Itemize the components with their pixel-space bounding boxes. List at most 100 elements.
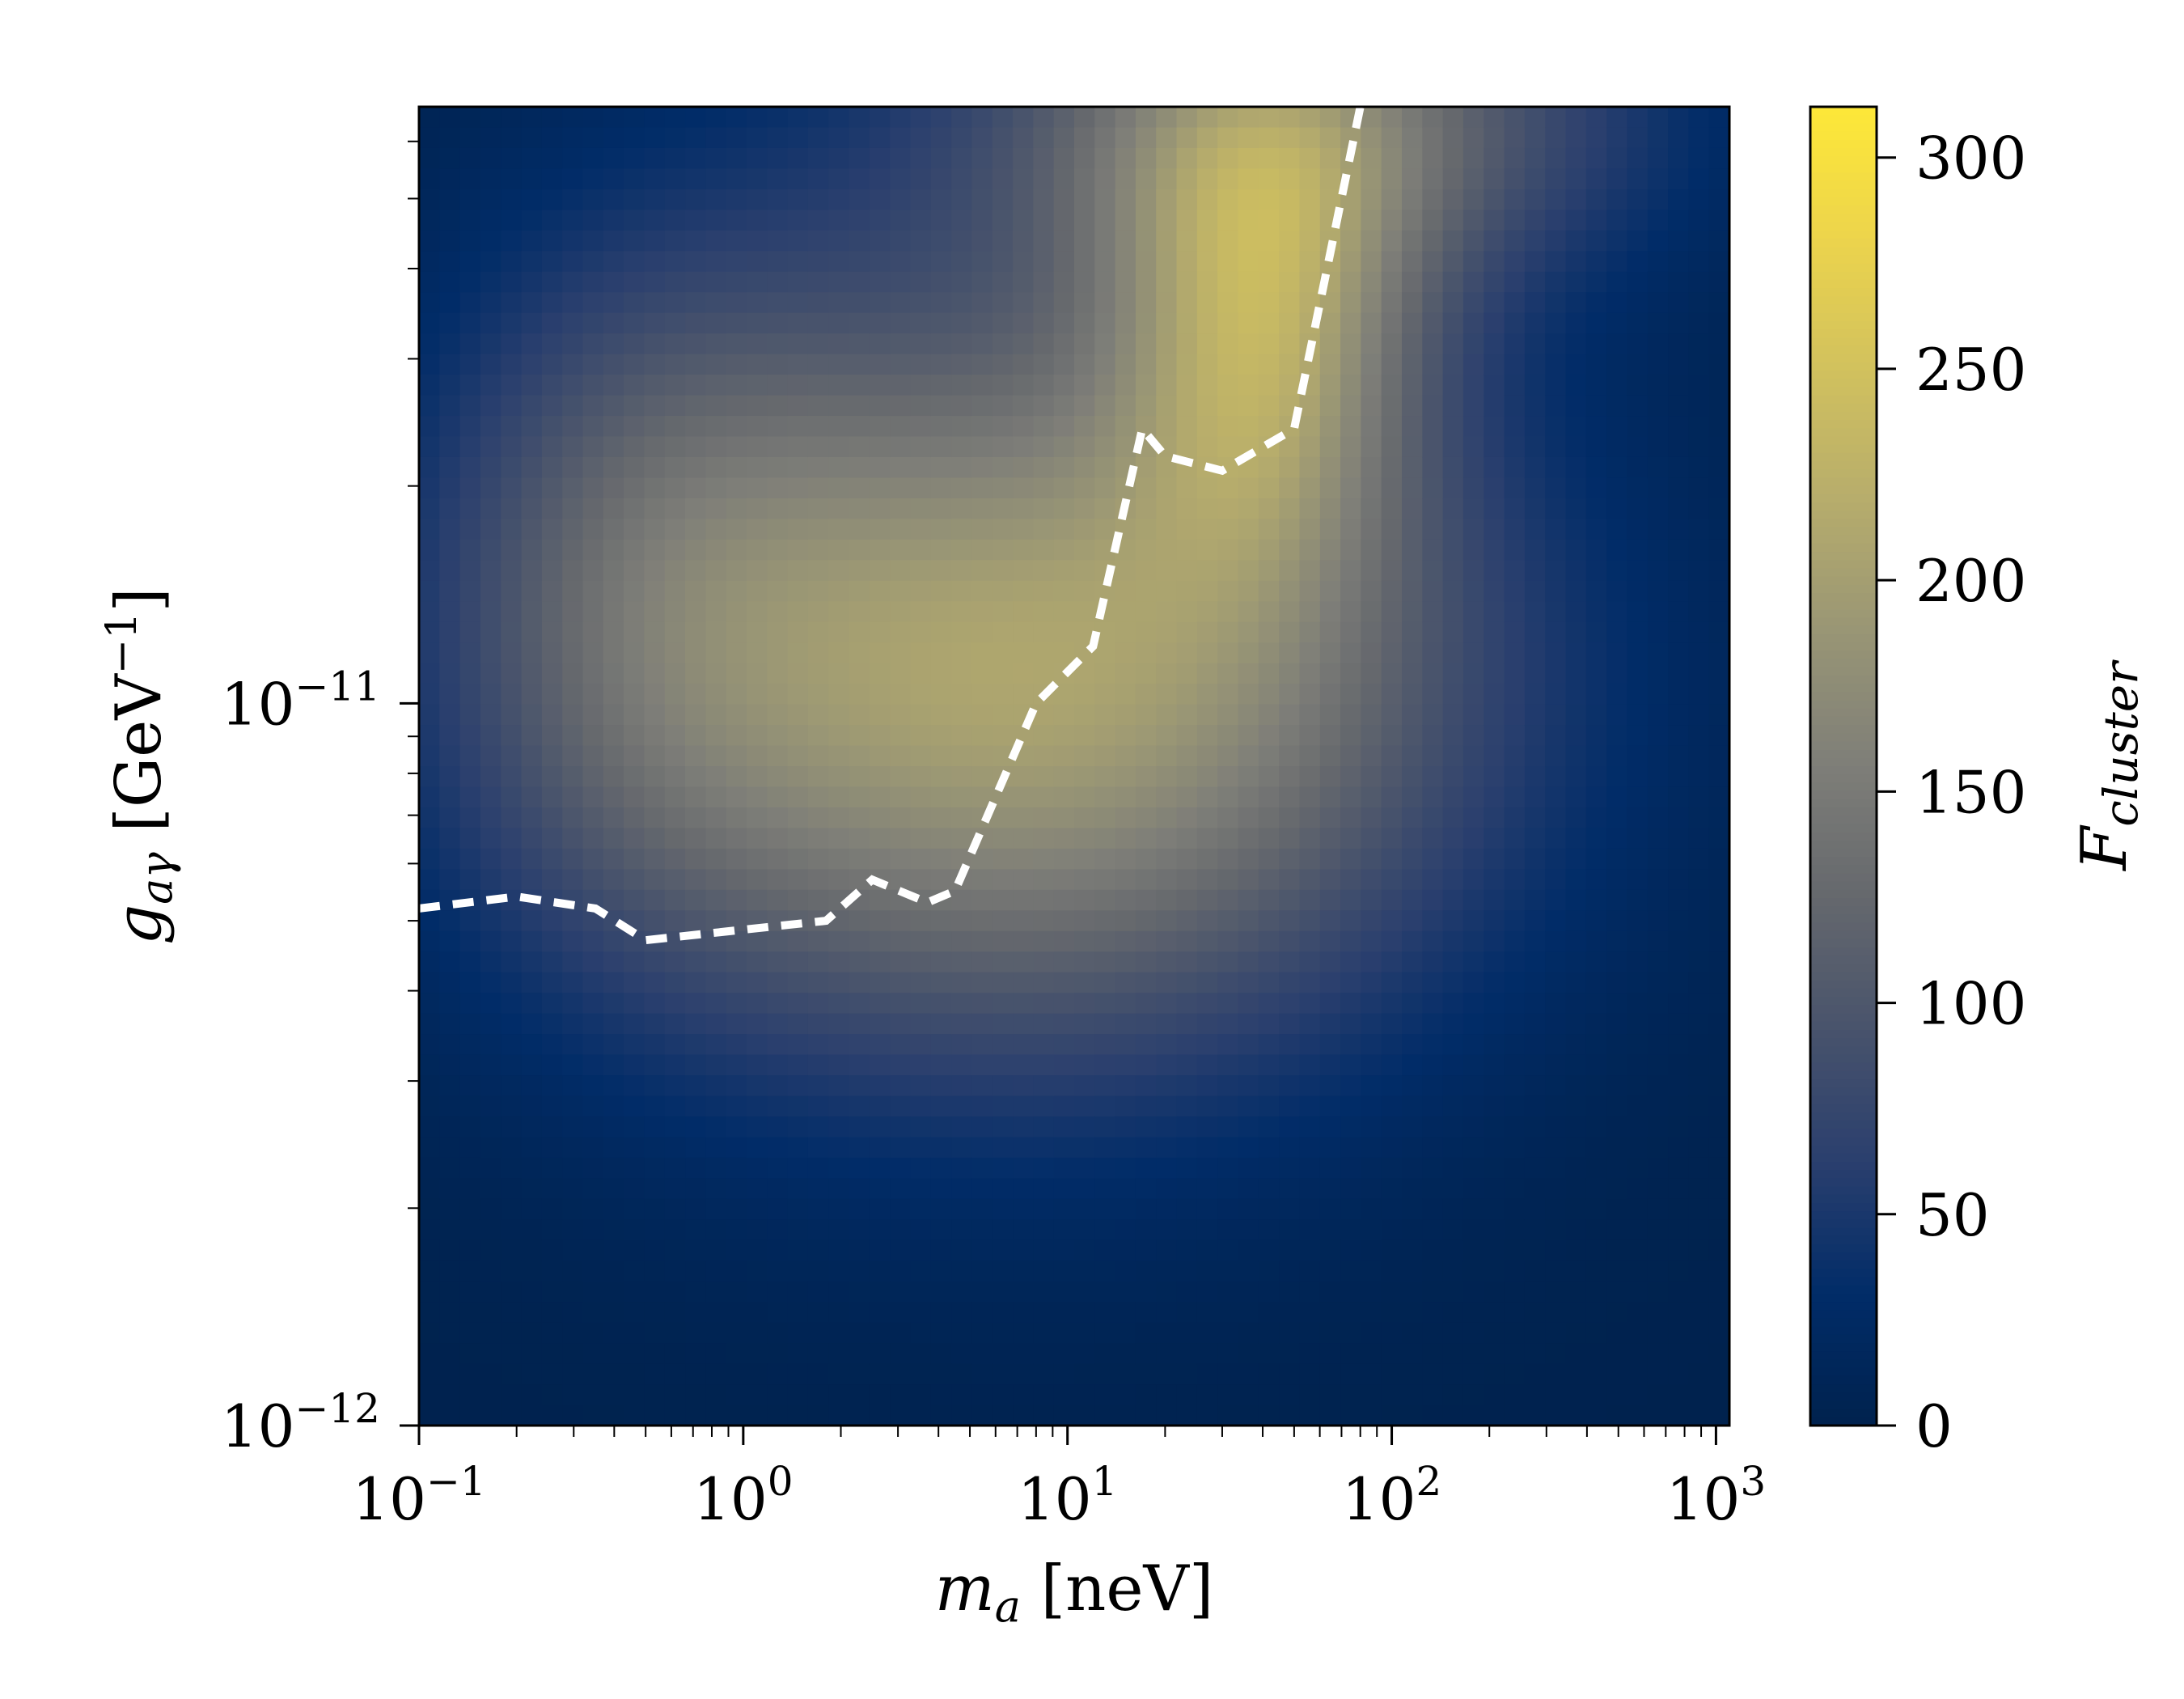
colorbar-segment bbox=[1810, 288, 1877, 298]
heatmap-cell bbox=[664, 993, 686, 1015]
heatmap-cell bbox=[624, 1322, 645, 1344]
heatmap-cell bbox=[1319, 621, 1341, 643]
heatmap-cell bbox=[1381, 725, 1403, 747]
heatmap-cell bbox=[930, 725, 952, 747]
heatmap-cell bbox=[624, 251, 645, 273]
colorbar-segment bbox=[1810, 675, 1877, 684]
heatmap-cell bbox=[1381, 807, 1403, 829]
heatmap-cell bbox=[1688, 1178, 1710, 1200]
heatmap-cell bbox=[1319, 580, 1341, 603]
heatmap-cell bbox=[1504, 560, 1526, 582]
heatmap-cell bbox=[685, 519, 707, 540]
heatmap-cell bbox=[1484, 456, 1505, 479]
heatmap-cell bbox=[1217, 354, 1239, 375]
heatmap-cell bbox=[869, 477, 891, 499]
heatmap-cell bbox=[726, 312, 747, 334]
heatmap-cell bbox=[747, 416, 768, 438]
heatmap-cell bbox=[726, 477, 747, 499]
heatmap-cell bbox=[1606, 292, 1628, 314]
heatmap-cell bbox=[1319, 1384, 1341, 1406]
heatmap-cell bbox=[807, 292, 830, 314]
heatmap-cell bbox=[1033, 230, 1055, 252]
heatmap-cell bbox=[521, 972, 543, 994]
heatmap-cell bbox=[890, 1116, 912, 1138]
heatmap-cell bbox=[971, 312, 993, 334]
heatmap-cell bbox=[480, 210, 502, 231]
heatmap-cell bbox=[664, 1137, 686, 1159]
heatmap-cell bbox=[910, 1157, 932, 1180]
heatmap-cell bbox=[1196, 539, 1218, 561]
heatmap-cell bbox=[1627, 498, 1649, 520]
heatmap-cell bbox=[1585, 725, 1607, 747]
heatmap-cell bbox=[828, 848, 850, 871]
heatmap-cell bbox=[1381, 107, 1403, 129]
heatmap-cell bbox=[1585, 930, 1607, 953]
heatmap-cell bbox=[1708, 828, 1729, 850]
x-tick-label: 103 bbox=[1666, 1458, 1766, 1533]
heatmap-cell bbox=[910, 1281, 932, 1303]
heatmap-cell bbox=[787, 621, 809, 643]
heatmap-cell bbox=[747, 1302, 768, 1324]
heatmap-cell bbox=[624, 1384, 645, 1406]
heatmap-cell bbox=[521, 539, 543, 561]
heatmap-cell bbox=[1238, 642, 1259, 664]
heatmap-cell bbox=[747, 601, 768, 623]
heatmap-cell bbox=[541, 1137, 563, 1159]
heatmap-cell bbox=[603, 498, 624, 520]
heatmap-cell bbox=[1319, 910, 1341, 932]
heatmap-cell bbox=[1708, 436, 1729, 458]
heatmap-cell bbox=[1402, 993, 1424, 1015]
heatmap-cell bbox=[726, 333, 747, 355]
heatmap-cell bbox=[521, 684, 543, 705]
heatmap-cell bbox=[624, 951, 645, 973]
heatmap-cell bbox=[1033, 147, 1055, 170]
heatmap-cell bbox=[747, 1322, 768, 1344]
heatmap-cell bbox=[1708, 271, 1729, 294]
heatmap-cell bbox=[541, 127, 563, 149]
heatmap-cell bbox=[1074, 1034, 1096, 1056]
heatmap-cell bbox=[1176, 539, 1198, 561]
heatmap-cell bbox=[1156, 354, 1178, 375]
heatmap-cell bbox=[541, 642, 563, 664]
heatmap-cell bbox=[1074, 807, 1096, 829]
heatmap-cell bbox=[1135, 168, 1158, 190]
heatmap-cell bbox=[1708, 1095, 1729, 1117]
heatmap-cell bbox=[1565, 1054, 1587, 1076]
heatmap-cell bbox=[1074, 210, 1096, 231]
heatmap-cell bbox=[439, 1322, 461, 1344]
heatmap-cell bbox=[787, 127, 809, 149]
heatmap-cell bbox=[1094, 312, 1116, 334]
heatmap-cell bbox=[582, 251, 604, 273]
heatmap-cell bbox=[1647, 684, 1669, 705]
heatmap-cell bbox=[1279, 1178, 1301, 1200]
heatmap-cell bbox=[1484, 251, 1505, 273]
heatmap-cell bbox=[1524, 684, 1546, 705]
heatmap-cell bbox=[1585, 1054, 1607, 1076]
heatmap-cell bbox=[1708, 1198, 1729, 1221]
heatmap-cell bbox=[1484, 230, 1505, 252]
heatmap-cell bbox=[849, 848, 870, 871]
heatmap-cell bbox=[1013, 910, 1035, 932]
heatmap-cell bbox=[1053, 828, 1075, 850]
heatmap-cell bbox=[1135, 828, 1158, 850]
heatmap-cell bbox=[1627, 560, 1649, 582]
heatmap-cell bbox=[1504, 1302, 1526, 1324]
heatmap-cell bbox=[1524, 1239, 1546, 1262]
heatmap-cell bbox=[1462, 436, 1485, 458]
heatmap-cell bbox=[1196, 1281, 1218, 1303]
heatmap-cell bbox=[459, 251, 481, 273]
heatmap-cell bbox=[644, 1034, 666, 1056]
heatmap-cell bbox=[951, 292, 973, 314]
heatmap-cell bbox=[1688, 333, 1710, 355]
heatmap-cell bbox=[1708, 189, 1729, 211]
heatmap-cell bbox=[1585, 972, 1607, 994]
heatmap-cell bbox=[1442, 910, 1464, 932]
heatmap-cell bbox=[1340, 704, 1362, 726]
heatmap-cell bbox=[1484, 1302, 1505, 1324]
heatmap-cell bbox=[1688, 766, 1710, 788]
heatmap-cell bbox=[971, 889, 993, 912]
heatmap-cell bbox=[747, 271, 768, 294]
heatmap-cell bbox=[1156, 168, 1178, 190]
heatmap-cell bbox=[1647, 477, 1669, 499]
heatmap-cell bbox=[910, 704, 932, 726]
